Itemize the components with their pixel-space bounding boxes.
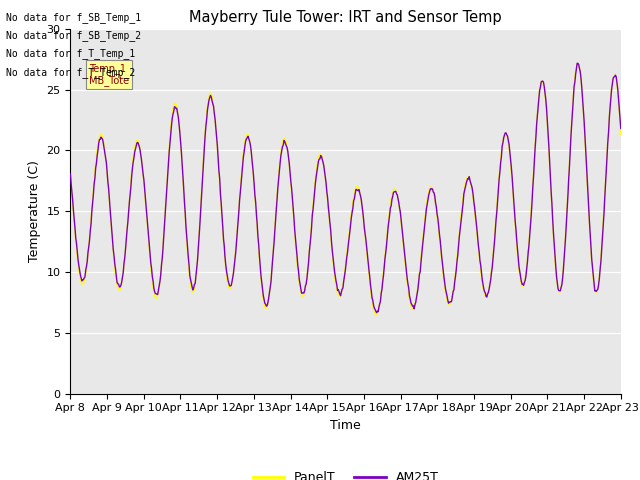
Text: No data for f_T_Temp_1: No data for f_T_Temp_1 xyxy=(6,48,136,60)
Legend: PanelT, AM25T: PanelT, AM25T xyxy=(248,467,444,480)
Text: No data for f_T_Temp_2: No data for f_T_Temp_2 xyxy=(6,67,136,78)
Text: No data for f_SB_Temp_1: No data for f_SB_Temp_1 xyxy=(6,12,141,23)
X-axis label: Time: Time xyxy=(330,419,361,432)
Y-axis label: Temperature (C): Temperature (C) xyxy=(28,160,41,262)
Title: Mayberry Tule Tower: IRT and Sensor Temp: Mayberry Tule Tower: IRT and Sensor Temp xyxy=(189,10,502,25)
Text: Temp_1
MB_Tote: Temp_1 MB_Tote xyxy=(89,63,129,86)
Text: No data for f_SB_Temp_2: No data for f_SB_Temp_2 xyxy=(6,30,141,41)
